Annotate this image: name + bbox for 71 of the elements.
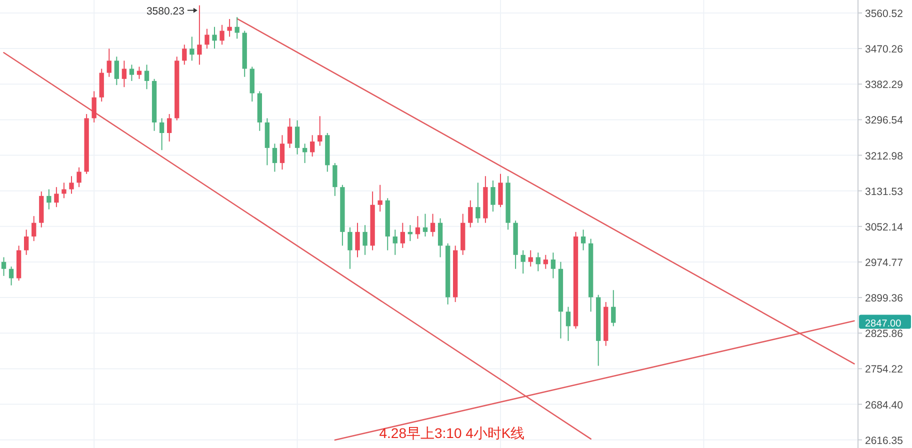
candlestick bbox=[438, 218, 443, 258]
y-tick-label: 3052.14 bbox=[865, 221, 904, 234]
candlestick bbox=[280, 134, 285, 170]
candlestick bbox=[167, 114, 172, 142]
y-tick-label: 3212.98 bbox=[865, 150, 904, 162]
text: 2847.00 bbox=[865, 318, 902, 330]
candlestick bbox=[129, 64, 134, 82]
candlestick bbox=[212, 26, 217, 50]
candlestick bbox=[422, 213, 428, 237]
candlestick bbox=[318, 116, 322, 146]
y-tick-label: 3382.29 bbox=[865, 79, 904, 92]
candlestick bbox=[430, 213, 436, 237]
y-tick-label: 2899.36 bbox=[865, 292, 904, 305]
candlestick bbox=[566, 306, 571, 342]
candlestick bbox=[310, 134, 315, 158]
y-tick-label: 2974.77 bbox=[865, 256, 904, 269]
annotation: 3580.23 bbox=[146, 5, 185, 18]
candlestick bbox=[8, 266, 14, 286]
y-tick-label: 2754.22 bbox=[865, 364, 904, 376]
candlestick bbox=[355, 222, 360, 258]
candlestick bbox=[114, 56, 119, 86]
y-tick-label: 3560.52 bbox=[865, 8, 904, 20]
candlestick bbox=[1, 256, 6, 276]
candlestick bbox=[24, 229, 29, 256]
candlestick bbox=[69, 176, 74, 194]
candlestick bbox=[543, 254, 548, 270]
candlestick bbox=[220, 24, 224, 46]
candlestick bbox=[468, 200, 473, 228]
y-tick-label: 2616.35 bbox=[865, 434, 904, 447]
candlestick bbox=[294, 120, 300, 155]
candlestick bbox=[378, 184, 382, 212]
candlestick bbox=[490, 180, 496, 212]
candlestick bbox=[32, 216, 36, 242]
y-tick-label: 2825.86 bbox=[865, 328, 904, 340]
candlestick bbox=[498, 173, 503, 208]
candlestick bbox=[332, 162, 338, 196]
text: 4.28早上3:10 4小时K线 bbox=[379, 425, 525, 441]
candlestick bbox=[550, 252, 556, 279]
candlestick bbox=[122, 60, 127, 88]
candlestick bbox=[400, 222, 405, 248]
candlestick bbox=[144, 64, 150, 90]
candlestick bbox=[415, 216, 420, 240]
candlestick bbox=[106, 48, 112, 78]
candlestick bbox=[46, 188, 52, 210]
y-tick-label: 3470.26 bbox=[865, 44, 904, 56]
candlestick bbox=[287, 118, 292, 148]
candlestick bbox=[520, 250, 526, 274]
candlestick bbox=[204, 28, 210, 50]
candlestick bbox=[476, 182, 480, 224]
candlestick bbox=[62, 182, 66, 199]
y-tick-label: 3131.53 bbox=[865, 186, 904, 198]
candlestick bbox=[302, 143, 308, 164]
y-tick-label: 3296.54 bbox=[865, 114, 904, 127]
candlestick bbox=[528, 250, 533, 268]
y-tick-label: 2684.40 bbox=[865, 399, 904, 412]
candlestick bbox=[92, 90, 96, 123]
candlestick bbox=[190, 36, 194, 62]
candlestick bbox=[580, 229, 586, 251]
candlestick bbox=[536, 252, 540, 272]
candlestick bbox=[227, 18, 232, 38]
candlestick bbox=[234, 16, 240, 40]
candlestick bbox=[182, 44, 187, 66]
candlestick bbox=[611, 290, 616, 327]
candlestick bbox=[159, 118, 164, 151]
candlestick bbox=[272, 143, 278, 172]
candlestick bbox=[362, 224, 368, 256]
candlestick bbox=[54, 186, 59, 208]
candlestick bbox=[76, 166, 82, 188]
candlestick bbox=[348, 226, 352, 270]
candlestick bbox=[136, 66, 142, 80]
candlestick bbox=[392, 229, 398, 256]
